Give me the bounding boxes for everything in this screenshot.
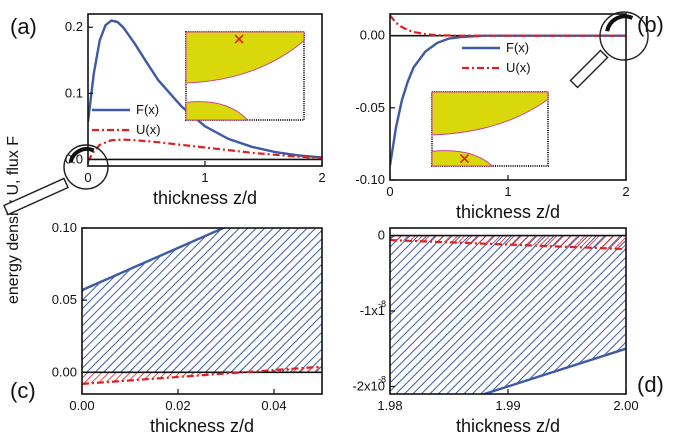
x-tick-label: 1: [201, 170, 208, 185]
series-line-F: [82, 228, 227, 292]
flux-hatch-region: [82, 228, 322, 373]
y-tick-label: -0.05: [355, 100, 385, 115]
inset-marker-icon: [234, 34, 244, 44]
x-tick-label: 0.02: [165, 398, 190, 413]
x-tick-label: 2.00: [613, 398, 638, 413]
x-tick-label: 2: [622, 184, 629, 199]
y-tick-label: 0: [378, 228, 385, 243]
magnifier-glint: [605, 14, 634, 32]
y-tick-label: 0.1: [65, 85, 83, 100]
flux-hatch-region: [390, 235, 626, 394]
inset-region-upper: [185, 31, 305, 84]
panel-a: 0 1 2 0.0 0.1 0.2 thickness z/d (a) F(x) U(x): [3, 13, 326, 216]
panel-b: 0 1 2 0.00 -0.05 -0.10 thickness z/d (b) F(x) U(x…: [355, 11, 664, 222]
x-axis-label: thickness z/d: [456, 416, 560, 436]
inset-marker-icon: [459, 154, 470, 164]
y-tick-exponent: -8: [378, 299, 386, 309]
y-tick-label: -1x1: [360, 303, 385, 318]
series-line-F: [88, 19, 322, 159]
y-tick-label: 0.0: [65, 151, 83, 166]
x-axis-label: thickness z/d: [456, 202, 560, 222]
y-tick-label: 0.2: [65, 19, 83, 34]
panel-label: (d): [637, 372, 664, 397]
series-line-F: [480, 347, 626, 394]
x-tick-label: 1: [504, 184, 511, 199]
energy-hatch-region: [390, 235, 626, 250]
x-tick-label: 0: [84, 170, 91, 185]
plot-area: [390, 14, 626, 166]
y-tick-label: 0.00: [360, 28, 385, 43]
magnifier-glint: [68, 147, 95, 164]
y-tick-label: 0.00: [52, 364, 77, 379]
x-tick-label: 2: [318, 170, 325, 185]
x-tick-label: 1.99: [495, 398, 520, 413]
y-tick-label: 0.10: [52, 220, 77, 235]
y-tick-label: -0.10: [355, 172, 385, 187]
series-line-U: [390, 239, 626, 251]
x-tick-label: 0.04: [261, 398, 286, 413]
inset-region-lower: [431, 150, 494, 167]
shared-ylabel: energy density U, flux F: [5, 136, 22, 304]
y-tick-label: -2x10: [352, 378, 385, 393]
y-tick-exponent: -8: [378, 374, 386, 384]
plot-area: [390, 234, 626, 394]
legend-label-U: U(x): [506, 60, 531, 75]
series-line-U: [390, 14, 626, 37]
inset-region-upper: [431, 91, 549, 136]
magnifier-icon: [599, 11, 649, 61]
panel-label: (b): [637, 12, 664, 37]
panel-c: 0.00 0.02 0.04 0.10 0.05 0.00 thickness z/d (c): [10, 220, 323, 436]
x-tick-label: 1.98: [377, 398, 402, 413]
panel-label: (c): [10, 378, 36, 403]
legend-label-U: U(x): [136, 122, 161, 137]
series-line-U: [82, 365, 322, 385]
inset-region-lower: [185, 101, 249, 121]
x-tick-label: 0.00: [69, 398, 94, 413]
series-line-U: [88, 138, 322, 162]
y-tick-label: 0.05: [52, 292, 77, 307]
panel-label: (a): [10, 14, 37, 39]
plot-area: [88, 19, 322, 162]
legend-label-F: F(x): [506, 40, 529, 55]
legend-label-F: F(x): [136, 102, 159, 117]
plot-frame: [81, 227, 323, 395]
magnifier-handle: [569, 49, 609, 89]
plot-area: [82, 228, 322, 385]
x-axis-label: thickness z/d: [150, 416, 254, 436]
x-tick-label: 0: [386, 184, 393, 199]
magnifier-handle: [3, 177, 69, 216]
magnifier-icon: [63, 144, 109, 190]
x-axis-label: thickness z/d: [153, 188, 257, 208]
